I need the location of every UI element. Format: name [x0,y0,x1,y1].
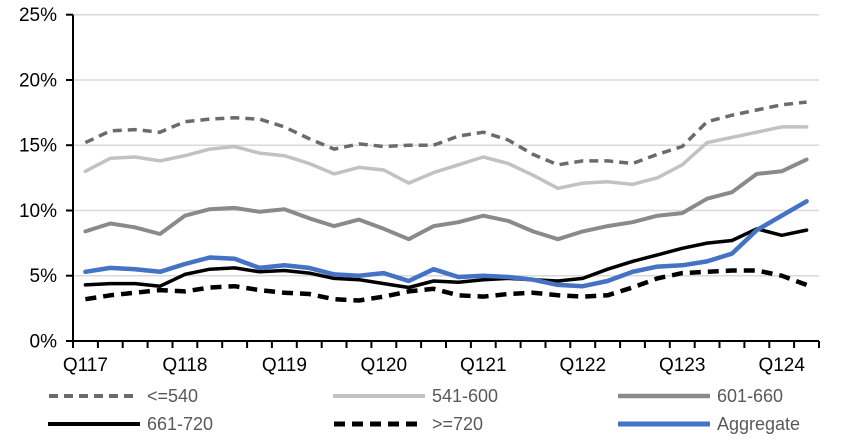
series-line-aggregate [83,199,809,289]
x-axis-tick-label: Q124 [758,355,805,376]
legend-line-sample-661-720 [48,422,140,426]
y-axis-tick-label: 0% [30,332,58,353]
axes [66,13,820,348]
x-axis-tick-label: Q122 [560,355,606,376]
legend-line-sample-601-660 [618,393,710,399]
x-axis-tick-label: Q123 [659,355,705,376]
legend-label-661-720: 661-720 [147,414,214,434]
legend-item-aggregate: Aggregate [618,415,838,433]
series-lines [83,100,809,303]
x-axis-tick-label: Q121 [460,355,506,376]
series-line-720 [85,268,808,303]
x-axis-tick-label: Q118 [162,355,207,376]
legend-line-sample-541-600 [333,394,425,398]
x-axis-tick-label: Q119 [262,355,307,376]
legend-item-720: >=720 [333,415,618,433]
axis-labels: 0% 5% 10% 15% 20% 25% Q117 Q118 Q119 Q120 Q121 Q122… [19,5,805,376]
series-line-661-720 [83,227,809,290]
x-axis-tick-label: Q120 [361,355,407,376]
legend-item-661-720: 661-720 [48,415,333,433]
series-line-540 [84,100,807,167]
legend-label-601-660: 601-660 [717,386,784,406]
legend-label-540: <=540 [147,386,199,406]
y-axis-tick-label: 5% [30,266,58,287]
legend-item-601-660: 601-660 [618,387,838,405]
y-axis-tick-label: 20% [19,71,57,92]
legend-line-sample-540 [49,394,139,398]
legend-label-aggregate: Aggregate [717,414,801,434]
y-axis-tick-label: 15% [19,136,57,157]
series-line-601-660 [83,157,809,242]
x-axis-tick-label: Q117 [63,355,108,376]
legend-label-541-600: 541-600 [432,386,499,406]
legend-item-540: <=540 [48,387,333,405]
legend-line-sample-720 [334,421,424,427]
gridlines [73,13,819,277]
legend-label-720: >=720 [432,414,484,434]
legend-line-sample-aggregate [618,421,710,427]
y-axis-tick-label: 10% [19,201,57,222]
series-line-541-600 [83,125,809,191]
legend: <=540 541-600 601-660 661-720 >=720 Aggregate [48,382,838,438]
y-axis-tick-label: 25% [19,5,57,26]
legend-item-541-600: 541-600 [333,387,618,405]
